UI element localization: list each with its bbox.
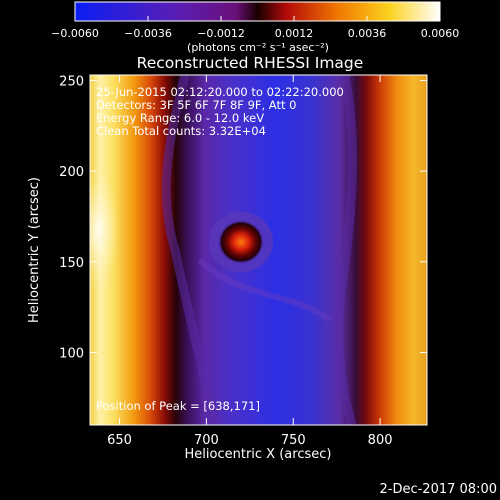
colorbar-ticks: −0.0060 −0.0036 −0.0012 0.0012 0.0036 0.0060 (51, 16, 459, 40)
purple-contour-right (334, 75, 358, 425)
y-axis-ticks: 100 150 200 250 (59, 74, 427, 361)
x-tick-label: 700 (194, 433, 219, 448)
x-tick-label: 650 (107, 433, 132, 448)
annotation-clean: Clean Total counts: 3.32E+04 (96, 124, 266, 138)
chart-title: Reconstructed RHESSI Image (137, 54, 364, 72)
hxr-source (218, 220, 264, 264)
y-tick-label: 200 (59, 165, 84, 180)
colorbar-tick-label: 0.0012 (275, 27, 314, 40)
annotations: 25-Jun-2015 02:12:20.000 to 02:22:20.000… (96, 85, 344, 413)
footer-date: 2-Dec-2017 08:00 (379, 482, 498, 497)
purple-arc (197, 257, 332, 323)
x-tick-label: 800 (368, 433, 393, 448)
colorbar-tick-label: 0.0060 (421, 27, 460, 40)
purple-contour-left (161, 75, 220, 425)
x-axis-ticks: 650 700 750 800 (107, 75, 393, 448)
colorbar-tick-label: −0.0060 (51, 27, 99, 40)
y-tick-label: 100 (59, 346, 84, 361)
colorbar-scale (74, 1, 441, 22)
x-axis-title: Heliocentric X (arcsec) (185, 447, 332, 462)
colorbar-unit-label: (photons cm⁻² s⁻¹ asec⁻²) (187, 41, 329, 54)
y-axis-title: Heliocentric Y (arcsec) (27, 177, 42, 323)
annotation-time-range: 25-Jun-2015 02:12:20.000 to 02:22:20.000 (96, 85, 344, 99)
colorbar-tick-label: 0.0036 (348, 27, 387, 40)
colorbar-tick-label: −0.0012 (197, 27, 245, 40)
annotation-energy: Energy Range: 6.0 - 12.0 keV (96, 111, 264, 125)
colorbar: −0.0060 −0.0036 −0.0012 0.0012 0.0036 0.0060 … (51, 1, 459, 54)
plot-frame (89, 74, 428, 426)
y-tick-label: 250 (59, 74, 84, 89)
x-tick-label: 750 (281, 433, 306, 448)
bright-limb-region (90, 170, 120, 290)
colorbar-tick-label: −0.0036 (124, 27, 172, 40)
annotation-detectors: Detectors: 3F 5F 6F 7F 8F 9F, Att 0 (96, 98, 296, 112)
annotation-peak: Position of Peak = [638,171] (96, 399, 260, 413)
y-tick-label: 150 (59, 256, 84, 271)
heatmap-image (90, 75, 427, 425)
